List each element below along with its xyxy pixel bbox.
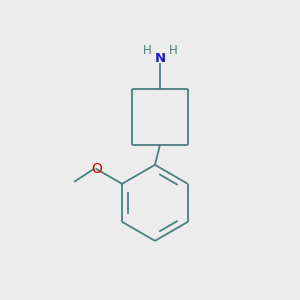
Text: N: N (154, 52, 166, 65)
Text: H: H (143, 44, 152, 57)
Text: H: H (169, 44, 178, 57)
Text: O: O (91, 162, 102, 176)
